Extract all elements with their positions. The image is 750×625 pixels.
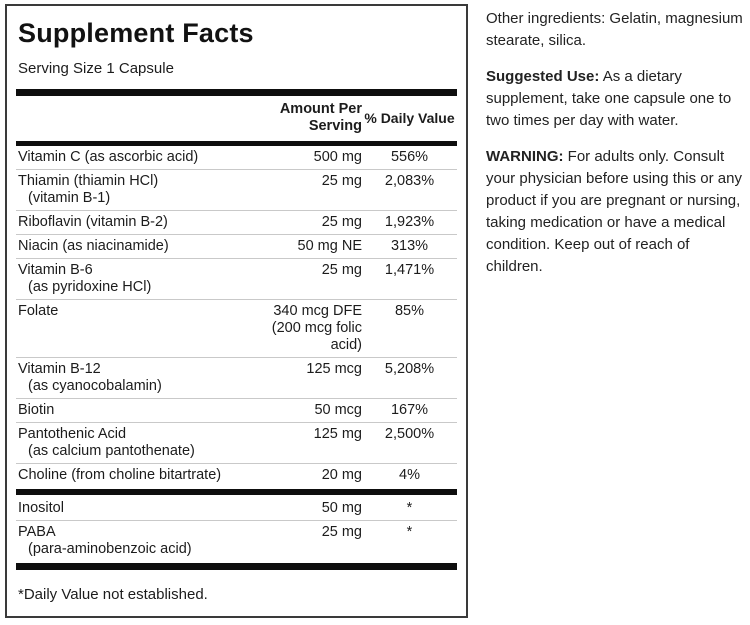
nutrient-daily-value: 2,083%: [384, 173, 435, 189]
nutrient-name: Biotin: [18, 402, 55, 418]
nutrient-name-secondary: (para-aminobenzoic acid): [28, 541, 192, 557]
other-ingredients-text: Other ingredients: Gelatin, magnesium st…: [486, 10, 743, 49]
nutrient-name-cell: PABA (para-aminobenzoic acid): [16, 524, 250, 558]
nutrient-name-cell: Vitamin B-6 (as pyridoxine HCl): [16, 262, 250, 296]
nutrient-name-secondary: (vitamin B-1): [28, 190, 111, 206]
nutrient-amount: 20 mg: [321, 467, 362, 483]
nutrient-amount: 50 mg NE: [297, 238, 362, 254]
nutrient-daily-value: 1,471%: [384, 262, 435, 278]
nutrient-name-secondary: (as pyridoxine HCl): [28, 279, 152, 295]
nutrient-name-cell: Riboflavin (vitamin B-2): [16, 214, 250, 231]
table-row: Niacin (as niacinamide) 50 mg NE 313%: [16, 234, 457, 258]
table-row: Vitamin B-6 (as pyridoxine HCl) 25 mg 1,471…: [16, 258, 457, 299]
nutrient-name: Niacin (as niacinamide): [18, 238, 169, 254]
nutrient-name: Thiamin (thiamin HCl): [18, 173, 159, 189]
nutrient-name: Vitamin C (as ascorbic acid): [18, 149, 199, 165]
table-row: Choline (from choline bitartrate) 20 mg 4%: [16, 463, 457, 487]
nutrient-name-cell: Pantothenic Acid (as calcium pantothenate…: [16, 426, 250, 460]
nutrient-amount: 50 mcg: [314, 402, 362, 418]
column-header-daily-value: % Daily Value: [364, 110, 455, 126]
divider-thick: [16, 563, 457, 570]
nutrient-daily-value: *: [406, 500, 413, 516]
nutrient-name-cell: Choline (from choline bitartrate): [16, 467, 250, 484]
nutrient-name-cell: Inositol: [16, 500, 250, 517]
nutrient-amount: 25 mg: [321, 262, 362, 278]
supplement-facts-panel: Supplement Facts Serving Size 1 Capsule …: [5, 4, 468, 618]
table-row: Thiamin (thiamin HCl) (vitamin B-1) 25 mg 2…: [16, 169, 457, 210]
nutrient-name: Inositol: [18, 500, 64, 516]
nutrient-amount: 340 mcg DFE (200 mcg folic acid): [271, 303, 362, 353]
nutrient-daily-value: 556%: [390, 149, 429, 165]
table-row: PABA (para-aminobenzoic acid) 25 mg *: [16, 520, 457, 561]
nutrient-name-secondary: (as cyanocobalamin): [28, 378, 162, 394]
table-header: Amount Per Serving % Daily Value: [16, 96, 457, 141]
nutrient-name: Folate: [18, 303, 59, 319]
nutrient-daily-value: 313%: [390, 238, 429, 254]
nutrient-rows: Vitamin C (as ascorbic acid) 500 mg 556% Th…: [16, 146, 457, 570]
side-text: Other ingredients: Gelatin, magnesium st…: [486, 8, 748, 292]
table-row: Biotin 50 mcg 167%: [16, 398, 457, 422]
nutrient-name-cell: Niacin (as niacinamide): [16, 238, 250, 255]
table-row: Pantothenic Acid (as calcium pantothenate…: [16, 422, 457, 463]
nutrient-amount: 500 mg: [313, 149, 362, 165]
divider-thick-header: [16, 141, 457, 146]
table-row: Inositol 50 mg *: [16, 497, 457, 520]
suggested-use-text: As a dietary supplement, take one capsul…: [486, 68, 732, 129]
warning-text: For adults only. Consult your physician …: [486, 148, 742, 275]
nutrient-daily-value: 85%: [394, 303, 425, 319]
table-row: Vitamin B-12 (as cyanocobalamin) 125 mcg 5,…: [16, 357, 457, 398]
nutrient-amount: 25 mg: [321, 214, 362, 230]
nutrient-amount: 125 mcg: [306, 361, 362, 377]
divider-thick-top: [16, 89, 457, 96]
warning-paragraph: WARNING: For adults only. Consult your p…: [486, 146, 748, 278]
other-ingredients-paragraph: Other ingredients: Gelatin, magnesium st…: [486, 8, 748, 52]
table-row: Vitamin C (as ascorbic acid) 500 mg 556%: [16, 146, 457, 169]
nutrient-daily-value: *: [406, 524, 413, 540]
nutrient-name-cell: Biotin: [16, 402, 250, 419]
nutrient-daily-value: 2,500%: [384, 426, 435, 442]
nutrient-daily-value: 167%: [390, 402, 429, 418]
warning-label: WARNING:: [486, 148, 564, 165]
column-header-amount: Amount Per Serving: [279, 101, 362, 134]
table-row: Riboflavin (vitamin B-2) 25 mg 1,923%: [16, 210, 457, 234]
nutrient-amount: 125 mg: [313, 426, 362, 442]
nutrient-amount: 50 mg: [321, 500, 362, 516]
nutrient-daily-value: 4%: [399, 467, 420, 483]
nutrient-name: Choline (from choline bitartrate): [18, 467, 222, 483]
nutrient-name-cell: Vitamin C (as ascorbic acid): [16, 149, 250, 166]
nutrient-name: PABA: [18, 524, 56, 540]
panel-title: Supplement Facts: [18, 18, 254, 48]
column-header-spacer: [16, 101, 250, 135]
suggested-use-paragraph: Suggested Use: As a dietary supplement, …: [486, 66, 748, 132]
nutrient-name: Vitamin B-12: [18, 361, 101, 377]
nutrient-daily-value: 5,208%: [384, 361, 435, 377]
nutrient-name: Vitamin B-6: [18, 262, 93, 278]
suggested-use-label: Suggested Use:: [486, 68, 600, 85]
nutrient-name-cell: Vitamin B-12 (as cyanocobalamin): [16, 361, 250, 395]
nutrient-amount: 25 mg: [321, 173, 362, 189]
nutrient-daily-value: 1,923%: [384, 214, 435, 230]
serving-size: Serving Size 1 Capsule: [18, 60, 174, 77]
nutrient-name-cell: Folate: [16, 303, 250, 354]
nutrient-name-secondary: (as calcium pantothenate): [28, 443, 195, 459]
footnote: *Daily Value not established.: [18, 586, 208, 603]
nutrient-amount: 25 mg: [321, 524, 362, 540]
nutrient-name-cell: Thiamin (thiamin HCl) (vitamin B-1): [16, 173, 250, 207]
nutrient-name: Pantothenic Acid: [18, 426, 127, 442]
divider-thick: [16, 489, 457, 495]
nutrient-name: Riboflavin (vitamin B-2): [18, 214, 168, 230]
table-row: Folate 340 mcg DFE (200 mcg folic acid) 85…: [16, 299, 457, 357]
